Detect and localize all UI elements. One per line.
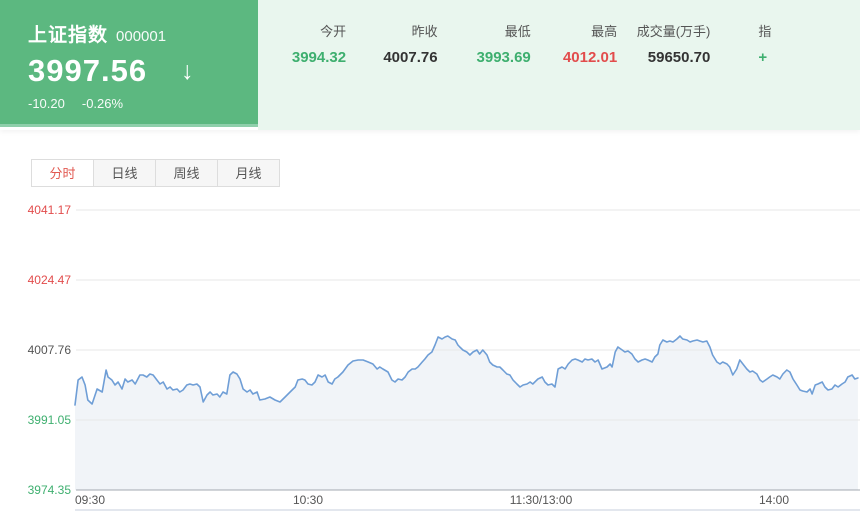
stat-value: 4007.76 <box>383 49 438 66</box>
stat-value: 59650.70 <box>647 49 711 66</box>
tab-intraday[interactable]: 分时 <box>31 159 94 187</box>
index-name: 上证指数 <box>28 25 109 46</box>
index-code: 000001 <box>116 28 167 45</box>
tab-monthly[interactable]: 月线 <box>217 159 280 187</box>
quote-block: 上证指数 000001 3997.56 ↓ -10.20 -0.26% <box>0 0 258 127</box>
chart-period-tabs: 分时 日线 周线 月线 <box>31 159 280 187</box>
intraday-chart: 4041.17 4024.47 4007.76 3991.05 3974.35 09:30… <box>0 195 860 520</box>
y-axis-label: 4007.76 <box>28 343 72 357</box>
stat-value: 3994.32 <box>291 49 347 66</box>
stat-volume: 成交量(万手) 59650.70 <box>617 21 711 130</box>
x-axis-label: 09:30 <box>75 493 105 507</box>
x-axis-label: 14:00 <box>759 493 789 507</box>
price-change: -10.20 <box>28 96 65 111</box>
stat-open: 今开 3994.32 <box>258 21 346 130</box>
stat-label: 最低 <box>504 24 531 39</box>
y-axis-label: 4041.17 <box>28 203 72 217</box>
price-change-percent: -0.26% <box>81 96 124 111</box>
stat-low: 最低 3993.69 <box>438 21 531 130</box>
stock-header: 上证指数 000001 3997.56 ↓ -10.20 -0.26% 今开 3… <box>0 0 860 130</box>
change-row: -10.20 -0.26% <box>28 96 258 111</box>
intraday-price-line <box>74 335 859 406</box>
stat-high: 最高 4012.01 <box>531 21 617 130</box>
tab-daily[interactable]: 日线 <box>93 159 156 187</box>
stat-value: 4012.01 <box>562 49 618 66</box>
tab-weekly[interactable]: 周线 <box>155 159 218 187</box>
price-row: 3997.56 ↓ <box>28 53 258 89</box>
intraday-area-fill <box>75 336 858 490</box>
x-axis-label: 10:30 <box>293 493 323 507</box>
x-axis-label: 11:30/13:00 <box>510 493 573 507</box>
quote-stats: 今开 3994.32 昨收 4007.76 最低 3993.69 最高 4012… <box>258 0 860 130</box>
y-axis-label: 3974.35 <box>28 483 72 497</box>
current-price: 3997.56 <box>28 53 148 88</box>
stat-value: + <box>758 49 768 66</box>
y-axis-label: 3991.05 <box>28 413 72 427</box>
stat-label: 成交量(万手) <box>636 24 711 39</box>
stat-prev-close: 昨收 4007.76 <box>346 21 437 130</box>
title-row: 上证指数 000001 <box>28 20 258 47</box>
stat-value: 3993.69 <box>476 49 531 66</box>
down-arrow-icon: ↓ <box>181 56 194 85</box>
stat-label: 今开 <box>320 24 347 39</box>
intraday-chart-svg[interactable]: 4041.17 4024.47 4007.76 3991.05 3974.3509:30… <box>0 195 860 520</box>
stat-label: 最高 <box>591 24 618 39</box>
stat-truncated: 指 + <box>758 21 860 130</box>
stat-label: 昨收 <box>411 24 438 39</box>
y-axis-label: 4024.47 <box>28 273 72 287</box>
stat-label: 指 <box>758 24 772 39</box>
